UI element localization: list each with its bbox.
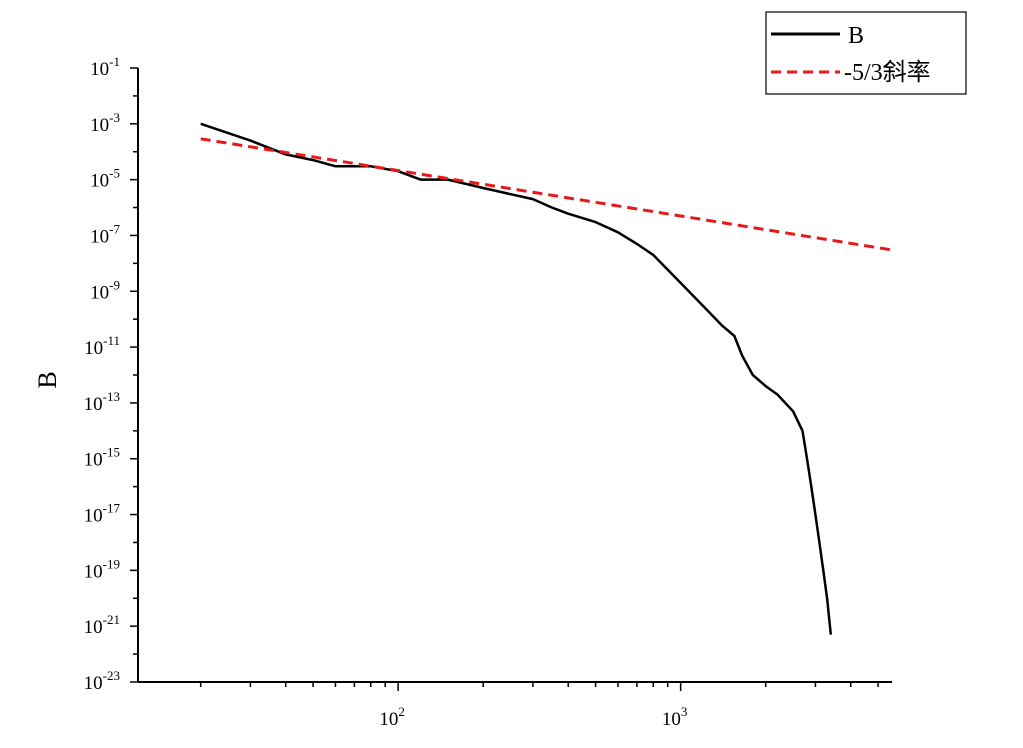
y-tick-base: 10	[84, 450, 103, 471]
y-tick-base: 10	[90, 226, 109, 247]
y-tick-exponent: -17	[103, 501, 121, 516]
y-tick-label: 10-15	[84, 445, 120, 471]
y-tick-exponent: -23	[103, 668, 120, 683]
y-tick-label: 10-3	[90, 110, 120, 136]
y-tick-label: 10-9	[90, 277, 120, 303]
y-tick-base: 10	[90, 171, 109, 192]
axes	[137, 68, 892, 683]
y-tick-exponent: -1	[109, 54, 120, 69]
y-tick-exponent: -19	[103, 556, 120, 571]
y-tick-exponent: -13	[103, 389, 120, 404]
y-tick-label: 10-5	[90, 166, 120, 192]
y-tick-base: 10	[90, 115, 109, 136]
legend-label-slope: -5/3斜率	[844, 59, 931, 86]
x-ticks: 102 103	[199, 682, 879, 730]
legend-box	[765, 11, 967, 95]
y-tick-base: 10	[84, 338, 103, 359]
y-tick-exponent: -9	[109, 277, 120, 292]
y-tick-exponent: -21	[103, 612, 120, 627]
x-tick-label: 102	[379, 704, 405, 730]
y-tick-base: 10	[84, 394, 103, 415]
y-tick-exponent: -5	[109, 166, 120, 181]
x-tick-base: 10	[379, 709, 398, 730]
y-tick-label: 10-19	[84, 556, 120, 582]
y-tick-exponent: -3	[109, 110, 120, 125]
y-tick-label: 10-13	[84, 389, 120, 415]
y-tick-label: 10-17	[84, 501, 121, 527]
y-tick-label: 10-23	[84, 668, 120, 694]
x-tick-label: 103	[662, 704, 688, 730]
y-tick-base: 10	[90, 59, 109, 80]
y-tick-base: 10	[84, 561, 103, 582]
y-tick-base: 10	[90, 282, 109, 303]
y-tick-label: 10-21	[84, 612, 120, 638]
y-tick-base: 10	[84, 506, 103, 527]
y-axis-title: B	[33, 371, 62, 388]
legend: B -5/3斜率	[765, 11, 967, 95]
y-tick-exponent: -15	[103, 445, 120, 460]
y-ticks: 10-110-310-510-710-910-1110-1310-1510-17…	[84, 54, 138, 694]
y-tick-label: 10-1	[90, 54, 120, 80]
x-tick-base: 10	[662, 709, 681, 730]
y-tick-exponent: -7	[109, 221, 120, 236]
y-tick-label: 10-11	[84, 333, 120, 359]
series-slope-line	[200, 137, 893, 252]
legend-label-b: B	[848, 23, 864, 49]
y-tick-exponent: -11	[103, 333, 120, 348]
y-tick-label: 10-7	[90, 221, 120, 247]
plot-series	[200, 122, 893, 635]
x-tick-exponent: 2	[398, 704, 405, 719]
series-b-line	[200, 122, 833, 635]
y-tick-base: 10	[84, 673, 103, 694]
y-tick-base: 10	[84, 617, 103, 638]
x-tick-exponent: 3	[681, 704, 688, 719]
